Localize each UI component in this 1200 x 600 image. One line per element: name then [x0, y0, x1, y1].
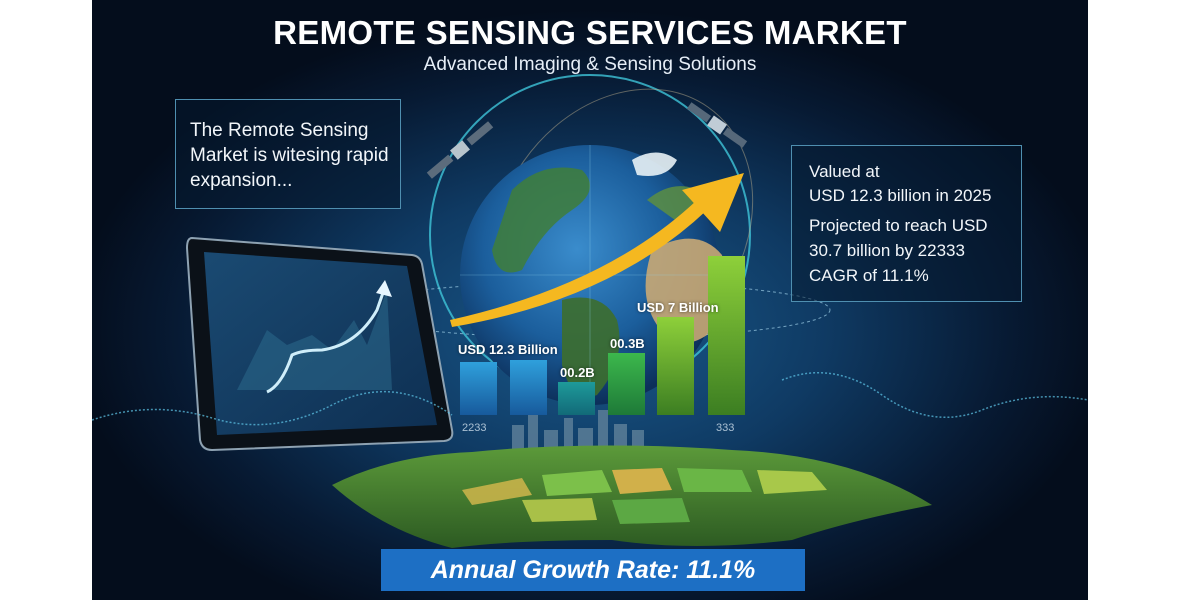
intro-callout: The Remote Sensing Market is witesing ra…	[175, 99, 401, 209]
growth-rate-banner: Annual Growth Rate: 11.1%	[381, 549, 805, 591]
x-axis-label: 333	[716, 422, 735, 434]
infographic-poster: REMOTE SENSING SERVICES MARKET Advanced …	[92, 0, 1088, 600]
stat-line: Projected to reach USD	[809, 216, 988, 235]
growth-arrow-icon	[450, 173, 744, 327]
page-title: REMOTE SENSING SERVICES MARKET	[273, 14, 907, 51]
satellite-icon	[686, 102, 748, 148]
page-subtitle: Advanced Imaging & Sensing Solutions	[423, 54, 757, 75]
market-stats-callout: Valued at USD 12.3 billion in 2025 Proje…	[791, 145, 1022, 302]
bar-value-label: USD 7 Billion	[637, 300, 719, 315]
stat-line: USD 12.3 billion in 2025	[809, 186, 992, 205]
landscape-island	[332, 445, 932, 548]
satellite-icon	[426, 121, 494, 179]
intro-text: The Remote Sensing Market is witesing ra…	[190, 120, 389, 191]
scene-illustration	[92, 74, 1088, 548]
stat-line: CAGR of 11.1%	[809, 266, 929, 285]
bar-chart	[460, 256, 745, 415]
bar-value-label: 00.2B	[560, 365, 595, 380]
bar-6	[708, 256, 745, 415]
bar-5	[657, 317, 694, 415]
stat-line: Valued at	[809, 162, 880, 181]
bar-3	[558, 382, 595, 415]
bar-4	[608, 353, 645, 415]
tablet-chart-icon	[185, 236, 454, 452]
bar-value-label: 00.3B	[610, 336, 645, 351]
stat-line: 30.7 billion by 22333	[809, 241, 965, 260]
bar-value-label: USD 12.3 Billion	[458, 342, 558, 357]
bar-1	[460, 362, 497, 415]
x-axis-label: 2233	[462, 422, 487, 434]
data-wave	[781, 371, 1088, 419]
bar-2	[510, 360, 547, 415]
data-wave	[92, 390, 453, 426]
